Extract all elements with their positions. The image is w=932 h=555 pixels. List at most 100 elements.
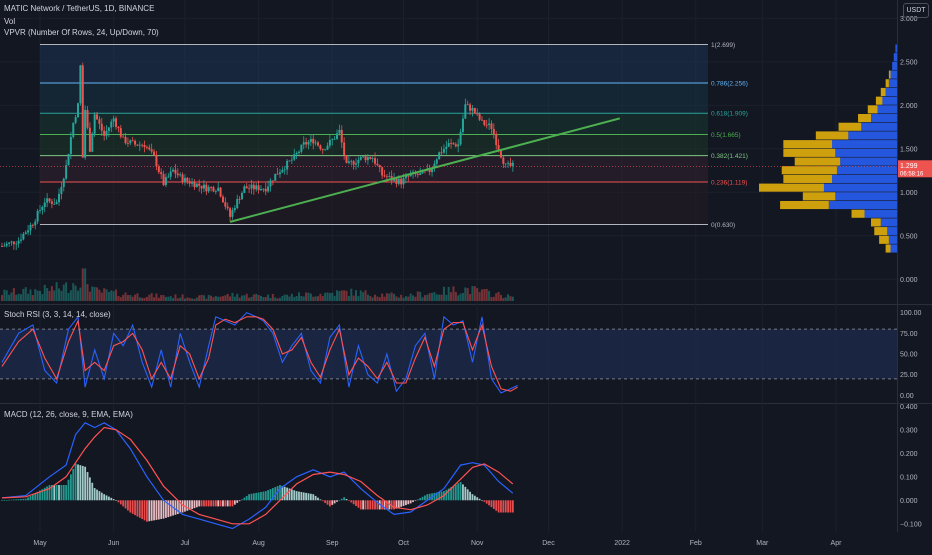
candle	[331, 139, 334, 140]
macd-pane[interactable]	[1, 422, 514, 530]
trendline[interactable]	[229, 117, 621, 223]
vpvr-up-bar	[848, 131, 897, 140]
macd-histogram-bar	[438, 492, 441, 501]
macd-histogram-bar	[60, 485, 63, 501]
vpvr-down-bar	[783, 174, 833, 183]
volume-bar	[312, 296, 315, 301]
volume-bar	[186, 297, 189, 301]
macd-histogram-bar	[157, 500, 160, 520]
candle	[136, 144, 139, 146]
volume-bar	[259, 295, 262, 301]
candle	[10, 241, 13, 243]
volume-bar	[457, 295, 460, 301]
volume-indicator-label[interactable]: Vol	[4, 17, 16, 26]
price-candles[interactable]	[0, 62, 514, 250]
macd-histogram-bar	[343, 497, 346, 501]
macd-histogram-bar	[279, 485, 281, 501]
volume-bar	[278, 297, 281, 301]
macd-histogram-bar	[281, 485, 284, 501]
vpvr-up-bar	[892, 61, 897, 70]
fib-zone	[40, 155, 708, 182]
volume-bar	[307, 292, 310, 301]
volume-bar	[445, 294, 448, 301]
candle	[393, 178, 396, 181]
candle	[41, 206, 44, 211]
volume-bar	[286, 294, 289, 301]
stoch-rsi-pane[interactable]	[0, 311, 897, 394]
candle	[300, 144, 303, 152]
volume-bar	[205, 298, 208, 301]
candle	[483, 120, 486, 125]
volume-bar	[305, 292, 308, 301]
volume-bar	[84, 268, 87, 301]
vpvr-indicator-label[interactable]: VPVR (Number Of Rows, 24, Up/Down, 70)	[4, 28, 159, 37]
macd-histogram-bar	[504, 500, 507, 513]
macd-histogram-bar	[314, 495, 317, 501]
macd-histogram-bar	[255, 492, 258, 501]
candle	[210, 187, 213, 188]
y-tick-label: 2.500	[900, 59, 918, 66]
volume-bar	[55, 282, 58, 301]
volume-bar	[117, 295, 120, 301]
candle	[438, 152, 441, 160]
volume-bar	[15, 294, 18, 301]
macd-histogram-bar	[381, 500, 384, 510]
vpvr-up-bar	[890, 70, 897, 79]
macd-histogram-bar	[395, 500, 398, 509]
volume-bar	[245, 293, 248, 301]
macd-histogram-bar	[100, 492, 103, 501]
currency-badge[interactable]: USDT	[903, 3, 929, 18]
volume-bar	[364, 290, 367, 301]
x-tick-label: Mar	[756, 540, 769, 547]
volume-bar	[274, 297, 277, 301]
macd-histogram-bar	[46, 486, 49, 501]
volume-bar	[452, 286, 455, 301]
volume-bar	[24, 287, 27, 301]
vpvr-down-bar	[867, 105, 878, 114]
stoch-y-tick: 50.00	[900, 352, 918, 359]
stoch-rsi-label[interactable]: Stoch RSI (3, 3, 14, 14, close)	[4, 310, 111, 319]
volume-bar	[347, 296, 350, 301]
vpvr-down-bar	[802, 192, 836, 201]
vpvr-up-bar	[890, 244, 897, 253]
macd-label[interactable]: MACD (12, 26, close, 9, EMA, EMA)	[4, 410, 133, 419]
volume-bar	[366, 294, 369, 301]
macd-histogram-bar	[428, 493, 431, 501]
volume-bar	[164, 296, 167, 301]
candle	[466, 104, 469, 106]
candle	[143, 145, 146, 148]
macd-y-tick: 0.100	[900, 474, 918, 481]
volume-bar	[233, 296, 236, 301]
volume-bar	[145, 296, 148, 301]
volume-bar	[12, 288, 15, 301]
macd-histogram-bar	[319, 499, 322, 501]
vpvr-down-bar	[783, 148, 836, 157]
vpvr-up-bar	[835, 148, 897, 157]
volume-bar	[350, 288, 353, 301]
volume-bar	[202, 295, 205, 301]
symbol-title[interactable]: MATIC Network / TetherUS, 1D, BINANCE	[4, 4, 155, 13]
vpvr-up-bar	[836, 166, 897, 175]
candle	[5, 243, 8, 246]
candle	[445, 146, 448, 149]
macd-histogram-bar	[274, 487, 277, 501]
fibonacci-retracement[interactable]: 1(2.699) 0.786(2.256) 0.618(1.909) 0.5(1.66…	[40, 42, 748, 229]
macd-histogram-bar	[193, 500, 196, 509]
volume-bar	[200, 294, 203, 301]
macd-histogram-bar	[207, 500, 210, 507]
candle	[364, 156, 367, 161]
candle	[509, 162, 512, 166]
candle	[88, 127, 91, 152]
volume-bar	[269, 297, 272, 301]
macd-histogram-bar	[141, 500, 144, 520]
volume-bar	[428, 293, 431, 301]
candle	[319, 145, 322, 150]
macd-y-tick: −0.100	[900, 521, 922, 528]
candle	[50, 201, 53, 205]
candle	[433, 163, 436, 168]
candle	[350, 161, 353, 163]
macd-histogram-bar	[160, 500, 163, 520]
support-trendline	[229, 117, 621, 223]
candle	[103, 130, 106, 136]
